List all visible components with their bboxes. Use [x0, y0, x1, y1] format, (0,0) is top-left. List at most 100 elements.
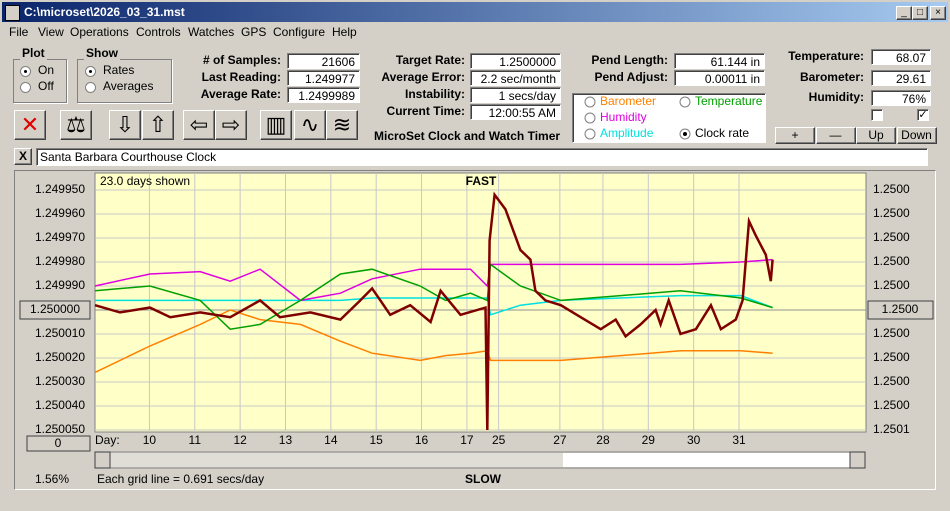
y-tick-label: 1.249960 [35, 206, 85, 220]
menu-item[interactable]: View [38, 25, 64, 39]
close-button[interactable]: × [930, 6, 946, 20]
x-tick-label: 29 [642, 433, 656, 447]
field-value: 29.61 [871, 70, 931, 86]
y2-tick-label: 1.2501 [873, 422, 910, 436]
adjust-button[interactable]: Down [896, 127, 937, 144]
x-tick-label: 28 [596, 433, 610, 447]
menu-item[interactable]: File [9, 25, 29, 39]
y2-tick-label: 1.2500 [873, 230, 910, 244]
y2-tick-label: 1.2500 [873, 278, 910, 292]
menu-item[interactable]: Operations [70, 25, 129, 39]
clock-close[interactable]: X [14, 148, 32, 165]
scrollbar-right[interactable] [849, 451, 866, 469]
y-tick-label: 1.250040 [35, 398, 85, 412]
toolbar-button[interactable]: ∿ [294, 110, 326, 140]
y-tick-label: 1.250010 [35, 326, 85, 340]
radio-button[interactable] [85, 66, 96, 77]
toolbar-button[interactable]: ⇦ [183, 110, 215, 140]
menu-item[interactable]: Help [332, 25, 357, 39]
legend-radio[interactable] [584, 96, 596, 108]
scrollbar-area [563, 453, 850, 467]
y2-tick-label: 1.2500 [873, 182, 910, 196]
y2-tick-label: 1.2500 [873, 350, 910, 364]
field-label: Target Rate: [395, 53, 465, 67]
checkbox[interactable] [871, 109, 883, 121]
radio-button[interactable] [85, 82, 96, 93]
field-value: 0.00011 in [674, 70, 765, 86]
x-tick-label: 17 [460, 433, 474, 447]
y2-tick-label: 1.2500 [873, 326, 910, 340]
toolbar-button[interactable]: ⇧ [142, 110, 174, 140]
scrollbar-left[interactable] [94, 451, 111, 469]
y-tick-label: 1.249980 [35, 254, 85, 268]
title-bar: C:\microset\2026_03_31.mst [2, 2, 948, 22]
legend-radio[interactable] [584, 128, 596, 140]
menu-item[interactable]: Configure [273, 25, 326, 39]
scroll-button-label: 0 [55, 436, 62, 450]
app-icon [5, 5, 20, 21]
legend-radio-dot [683, 132, 687, 136]
app-name: MicroSet Clock and Watch Timer [374, 129, 561, 143]
radio-button[interactable] [20, 66, 31, 77]
field-label: Average Rate: [200, 87, 281, 101]
field-label: Last Reading: [201, 70, 281, 84]
radio-label: Rates [103, 63, 135, 77]
series-line [94, 263, 773, 330]
minimize-button[interactable]: _ [896, 6, 912, 20]
series-line [94, 258, 773, 302]
clock-name: Santa Barbara Courthouse Clock [36, 148, 928, 166]
x-tick-label: 11 [189, 433, 202, 447]
days-shown: 23.0 days shown [100, 174, 190, 188]
toolbar-button[interactable]: ⇩ [109, 110, 141, 140]
field-value: 2.2 sec/month [470, 70, 561, 86]
maximize-button[interactable]: □ [912, 6, 928, 20]
field-label: # of Samples: [202, 53, 281, 67]
field-value: 61.144 in [674, 53, 765, 69]
y-tick-label: 1.249950 [35, 182, 85, 196]
field-value: 1.2500000 [470, 53, 561, 69]
radio-button[interactable] [20, 82, 31, 93]
slow-label: SLOW [465, 472, 502, 486]
legend-label: Temperature [695, 94, 763, 108]
x-tick-label: 12 [233, 433, 247, 447]
percent: 1.56% [35, 472, 69, 486]
toolbar-button[interactable]: ▥ [260, 110, 292, 140]
field-value: 76% [871, 90, 931, 106]
x-tick-label: 25 [492, 433, 506, 447]
menu-item[interactable]: Watches [188, 25, 235, 39]
menu-item[interactable]: Controls [136, 25, 181, 39]
checkbox[interactable]: ✓ [917, 109, 929, 121]
field-value: 21606 [287, 53, 360, 69]
toolbar-button[interactable]: ⇨ [215, 110, 247, 140]
field-value: 12:00:55 AM [470, 104, 561, 120]
series-line [94, 191, 774, 431]
field-label: Temperature: [788, 49, 864, 63]
field-value: 1.249977 [287, 70, 360, 86]
toolbar-button[interactable]: ≋ [326, 110, 358, 140]
window-title: C:\microset\2026_03_31.mst [24, 5, 185, 19]
scroll-button[interactable] [26, 435, 91, 452]
radio-label: On [38, 63, 55, 77]
legend-box [572, 93, 766, 143]
y-tick-label: 1.249990 [35, 278, 85, 292]
field-value: 1 secs/day [470, 87, 561, 103]
toolbar-button[interactable]: ✕ [14, 110, 46, 140]
adjust-button[interactable]: — [815, 127, 856, 144]
x-tick-label: 30 [687, 433, 701, 447]
x-tick-label: 15 [370, 433, 384, 447]
toolbar-button[interactable]: ⚖ [60, 110, 92, 140]
adjust-button[interactable]: Up [856, 127, 896, 144]
legend-label: Humidity [600, 110, 647, 124]
adjust-button[interactable]: + [775, 127, 815, 144]
fast-label: FAST [466, 174, 497, 188]
x-tick-label: 13 [279, 433, 293, 447]
value-box [867, 300, 934, 320]
x-tick-label: 10 [143, 433, 157, 447]
menu-item[interactable]: GPS [241, 25, 267, 39]
y-tick-label: 1.250000 [30, 302, 80, 316]
legend-radio[interactable] [679, 96, 691, 108]
y-tick-label: 1.249970 [35, 230, 85, 244]
legend-radio[interactable] [584, 112, 596, 124]
